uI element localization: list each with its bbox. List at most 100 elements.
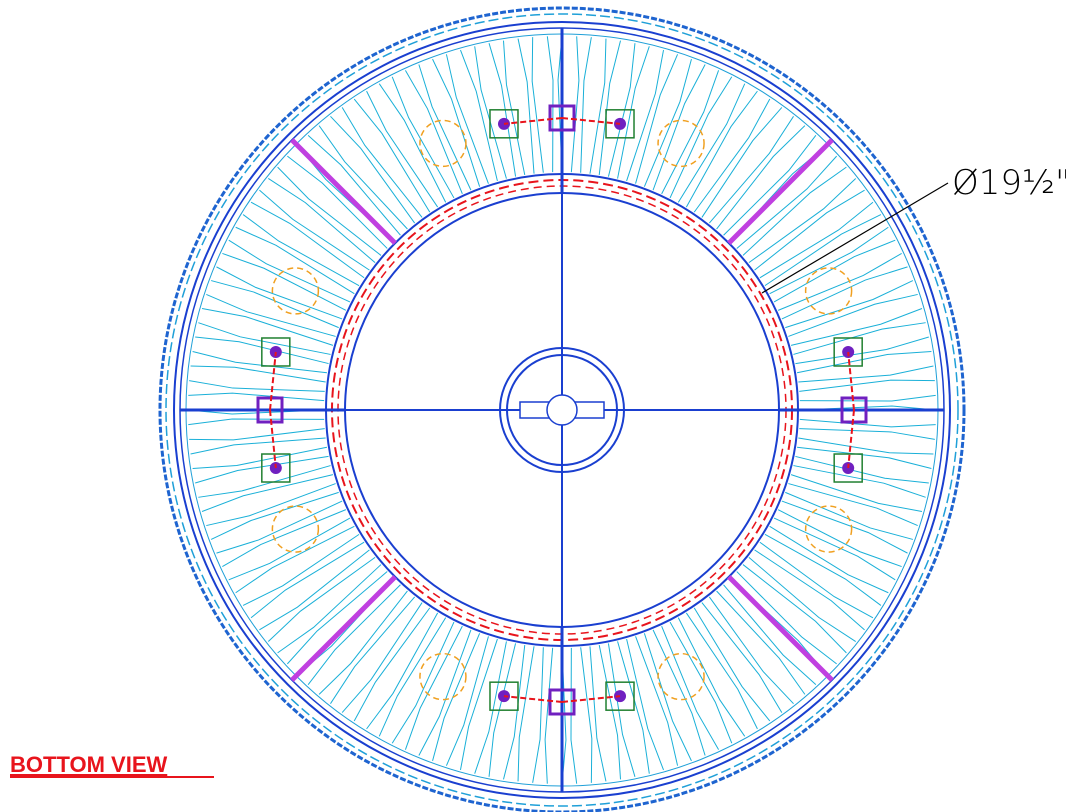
clearance xyxy=(657,119,705,168)
clearance xyxy=(419,119,467,168)
hub xyxy=(546,394,578,426)
rib xyxy=(546,36,554,173)
rib xyxy=(635,636,679,766)
dimension-label: Ø19½" xyxy=(952,163,1066,203)
rib xyxy=(708,596,794,705)
rib xyxy=(330,596,416,704)
rib xyxy=(391,621,455,744)
rib xyxy=(777,509,902,568)
rib xyxy=(643,58,692,187)
link xyxy=(847,409,855,469)
rib xyxy=(474,641,507,774)
clearance xyxy=(657,652,705,701)
rib xyxy=(796,350,932,374)
rib xyxy=(192,446,328,470)
rib xyxy=(460,49,498,182)
rib xyxy=(685,612,758,730)
rib xyxy=(742,166,847,256)
rib xyxy=(781,266,908,320)
mount xyxy=(833,337,863,367)
rib xyxy=(677,617,746,737)
rib xyxy=(669,621,733,744)
mount xyxy=(261,453,291,483)
rib xyxy=(268,178,376,264)
rib xyxy=(366,612,439,730)
rib xyxy=(626,49,665,182)
rib xyxy=(798,365,934,383)
rib xyxy=(235,226,355,295)
outer-ring xyxy=(165,13,959,807)
rib xyxy=(445,636,489,766)
rib xyxy=(764,533,882,606)
rib xyxy=(798,437,934,455)
link xyxy=(561,695,621,703)
rib xyxy=(661,70,720,195)
rib xyxy=(210,491,339,540)
rib xyxy=(580,37,592,173)
rib xyxy=(216,500,343,554)
rib xyxy=(235,525,355,594)
mount xyxy=(833,453,863,483)
rib xyxy=(192,351,327,374)
link xyxy=(561,117,621,125)
rib xyxy=(228,239,351,303)
rib xyxy=(267,556,376,642)
rib xyxy=(287,155,388,249)
outer-ring xyxy=(173,21,951,799)
rib xyxy=(785,491,914,540)
rib xyxy=(570,36,580,173)
rib xyxy=(190,437,326,455)
divider xyxy=(290,575,397,682)
view-label: BOTTOM VIEW xyxy=(10,752,167,777)
rib xyxy=(799,428,935,440)
rib xyxy=(764,214,882,287)
rib xyxy=(404,70,463,195)
rib xyxy=(188,418,325,426)
rib xyxy=(754,189,865,271)
rib xyxy=(685,90,758,208)
rib xyxy=(341,602,423,713)
mount xyxy=(605,681,635,711)
rib xyxy=(418,629,472,756)
rib xyxy=(201,474,334,512)
rib xyxy=(206,483,336,527)
rib xyxy=(474,46,507,179)
rib xyxy=(517,38,535,174)
rib xyxy=(353,98,431,213)
rib xyxy=(532,647,544,783)
rib xyxy=(307,584,401,685)
rib xyxy=(617,641,650,774)
rib xyxy=(793,322,926,355)
rib xyxy=(216,266,343,320)
rib xyxy=(626,638,664,771)
rib xyxy=(488,43,517,177)
rib xyxy=(222,252,347,311)
bracket xyxy=(840,396,868,424)
divider xyxy=(727,138,834,245)
rib xyxy=(677,83,746,203)
clearance xyxy=(804,267,853,315)
rib xyxy=(736,571,837,665)
outer-rim xyxy=(158,6,966,812)
rib xyxy=(652,629,706,756)
rib xyxy=(785,280,914,329)
rib xyxy=(228,517,351,581)
mount xyxy=(489,681,519,711)
rib xyxy=(748,178,857,264)
rib xyxy=(759,201,874,279)
rib xyxy=(544,647,554,784)
rib xyxy=(701,107,783,218)
rib xyxy=(797,446,932,469)
mount xyxy=(605,109,635,139)
rib xyxy=(742,564,847,654)
rib xyxy=(580,647,593,783)
rib xyxy=(701,602,783,713)
rib xyxy=(502,40,526,176)
hub xyxy=(499,347,625,473)
hub xyxy=(506,354,618,466)
rib xyxy=(188,392,325,402)
rib xyxy=(190,365,326,383)
rib xyxy=(195,336,329,365)
clearance xyxy=(419,652,467,701)
